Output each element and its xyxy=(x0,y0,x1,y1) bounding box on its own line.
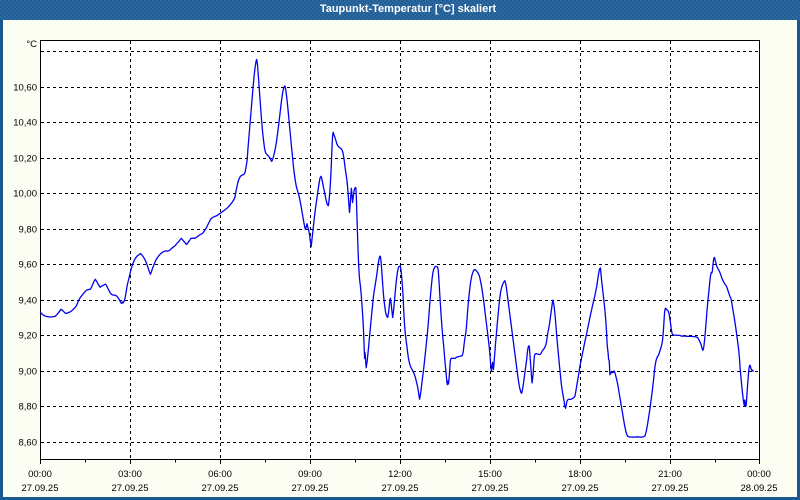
svg-text:12:00: 12:00 xyxy=(388,469,412,480)
svg-text:27.09.25: 27.09.25 xyxy=(22,483,59,494)
svg-text:27.09.25: 27.09.25 xyxy=(112,483,149,494)
svg-text:9,20: 9,20 xyxy=(19,331,38,342)
svg-text:9,80: 9,80 xyxy=(19,225,38,236)
svg-text:10,40: 10,40 xyxy=(13,118,37,129)
svg-text:8,60: 8,60 xyxy=(19,438,38,449)
svg-text:06:00: 06:00 xyxy=(208,469,232,480)
svg-text:27.09.25: 27.09.25 xyxy=(472,483,509,494)
svg-text:27.09.25: 27.09.25 xyxy=(382,483,419,494)
svg-text:9,60: 9,60 xyxy=(19,260,38,271)
svg-text:°C: °C xyxy=(26,39,37,50)
svg-text:10,00: 10,00 xyxy=(13,189,37,200)
svg-text:27.09.25: 27.09.25 xyxy=(292,483,329,494)
svg-text:09:00: 09:00 xyxy=(298,469,322,480)
svg-text:9,40: 9,40 xyxy=(19,296,38,307)
svg-text:28.09.25: 28.09.25 xyxy=(741,483,778,494)
svg-text:21:00: 21:00 xyxy=(658,469,682,480)
svg-text:18:00: 18:00 xyxy=(568,469,592,480)
svg-text:15:00: 15:00 xyxy=(478,469,502,480)
svg-text:00:00: 00:00 xyxy=(747,469,771,480)
svg-text:27.09.25: 27.09.25 xyxy=(202,483,239,494)
svg-text:03:00: 03:00 xyxy=(118,469,142,480)
svg-text:00:00: 00:00 xyxy=(28,469,52,480)
svg-text:8,80: 8,80 xyxy=(19,402,38,413)
svg-text:27.09.25: 27.09.25 xyxy=(652,483,689,494)
svg-text:10,20: 10,20 xyxy=(13,154,37,165)
svg-text:9,00: 9,00 xyxy=(19,367,38,378)
svg-text:27.09.25: 27.09.25 xyxy=(562,483,599,494)
svg-text:10,60: 10,60 xyxy=(13,83,37,94)
